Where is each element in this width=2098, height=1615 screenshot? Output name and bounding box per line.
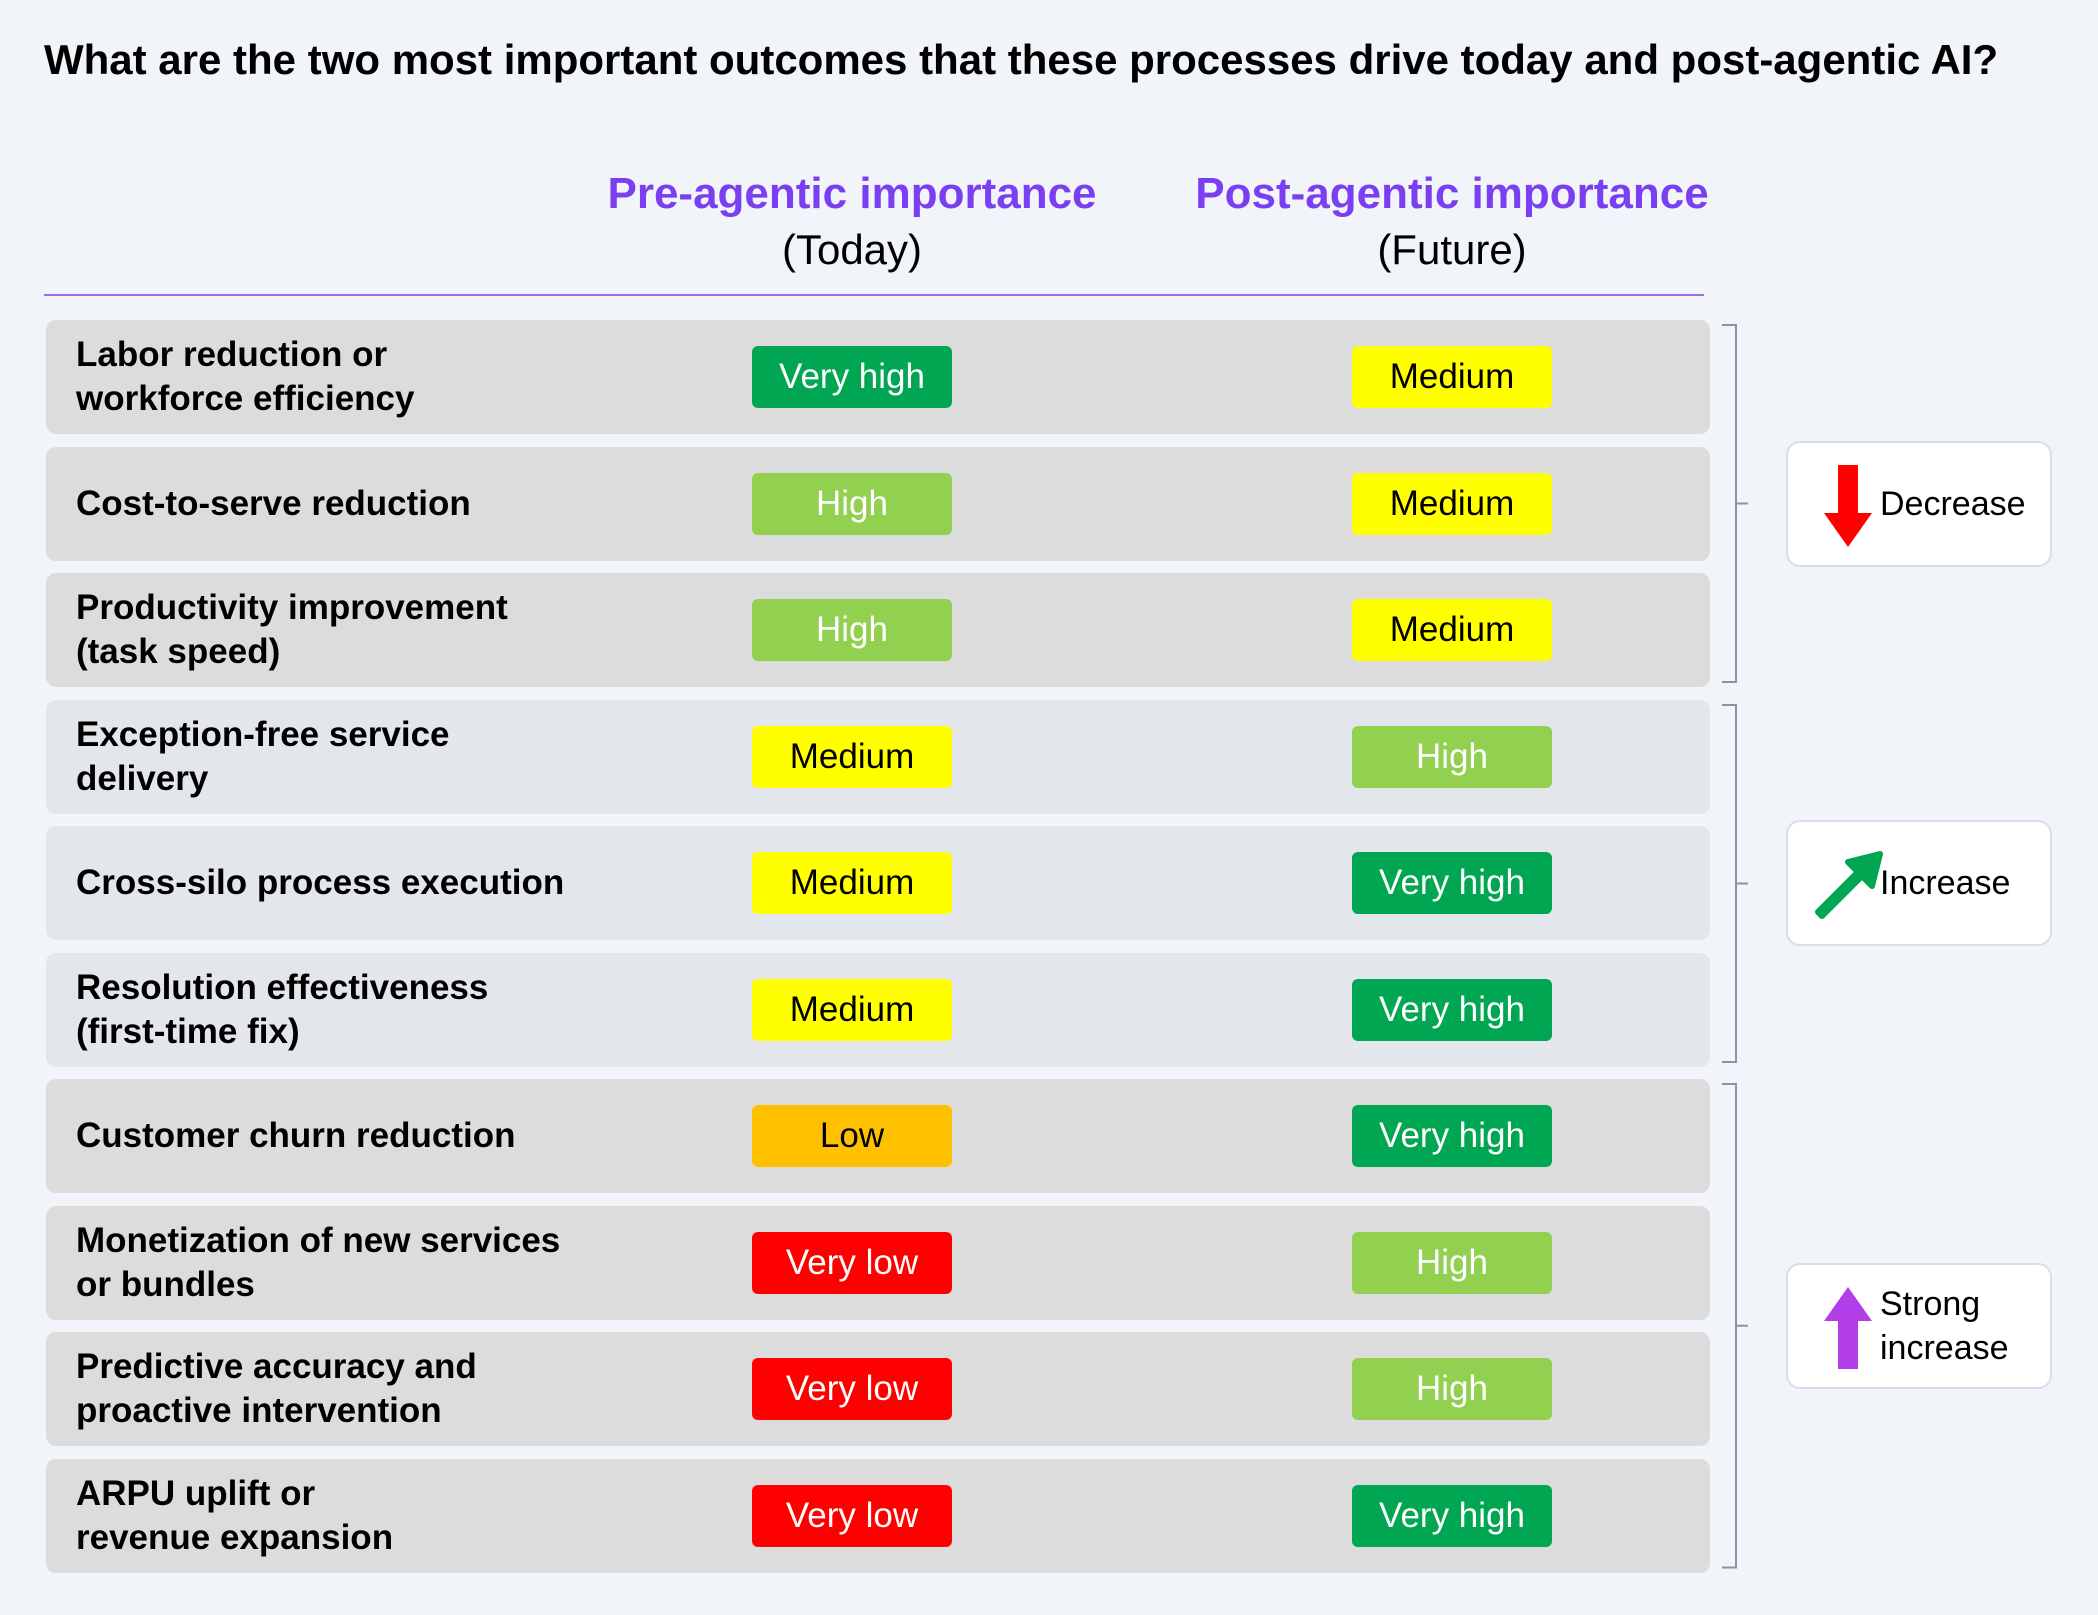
legend-label: Increase <box>1880 864 2011 902</box>
row-label: Exception-free service delivery <box>76 714 450 798</box>
pre-importance-badge: High <box>752 599 952 661</box>
pre-importance-badge: Medium <box>752 978 952 1041</box>
row-label: Productivity improvement (task speed) <box>76 588 508 671</box>
up-right-arrow-icon <box>1808 842 1888 928</box>
row-label: Predictive accuracy and proactive interv… <box>76 1347 477 1430</box>
group-bracket <box>1720 703 1748 1063</box>
legend-decrease: Decrease <box>1786 440 2052 567</box>
row-label: ARPU uplift or revenue expansion <box>76 1473 394 1557</box>
post-importance-badge: Medium <box>1352 346 1552 408</box>
table-row: Cross-silo process execution Medium Very h… <box>46 826 1710 940</box>
pre-importance-badge: High <box>752 472 952 535</box>
table-row: Resolution effectiveness (first-time fix… <box>46 952 1710 1067</box>
group-bracket <box>1720 1083 1748 1569</box>
table-row: Labor reduction or workforce efficiency V… <box>46 320 1710 434</box>
post-importance-badge: High <box>1352 725 1552 788</box>
post-importance-badge: Very high <box>1352 852 1552 914</box>
row-label: Monetization of new services or bundles <box>76 1220 561 1304</box>
table-row: Exception-free service delivery Medium Hig… <box>46 699 1710 814</box>
pre-importance-badge: Low <box>752 1105 952 1167</box>
column-title-pre: Pre-agentic importance <box>607 169 1097 218</box>
table-row: ARPU uplift or revenue expansion Very low… <box>46 1458 1710 1573</box>
legend-label: Strong increase <box>1880 1284 2009 1367</box>
row-label: Cross-silo process execution <box>76 863 565 902</box>
pre-importance-badge: Medium <box>752 852 952 914</box>
row-label: Cost-to-serve reduction <box>76 483 471 523</box>
table-row: Monetization of new services or bundles V… <box>46 1205 1710 1320</box>
pre-importance-badge: Very low <box>752 1358 952 1420</box>
header-divider <box>44 294 1704 296</box>
column-subtitle-post: (Future) <box>1377 226 1527 273</box>
post-importance-badge: High <box>1352 1358 1552 1420</box>
column-subtitle-pre: (Today) <box>781 226 923 273</box>
table-row: Predictive accuracy and proactive interv… <box>46 1332 1710 1446</box>
post-importance-badge: Very high <box>1352 1484 1552 1547</box>
row-label: Labor reduction or workforce efficiency <box>76 335 415 418</box>
post-importance-badge: Medium <box>1352 472 1552 535</box>
legend-label: Decrease <box>1880 484 2026 523</box>
pre-importance-badge: Very high <box>752 346 952 408</box>
group-bracket <box>1720 324 1748 683</box>
post-importance-badge: Medium <box>1352 599 1552 661</box>
table-row: Customer churn reduction Low Very high <box>46 1079 1710 1193</box>
pre-importance-badge: Very low <box>752 1231 952 1294</box>
pre-importance-badge: Medium <box>752 725 952 788</box>
post-importance-badge: High <box>1352 1231 1552 1294</box>
row-label: Customer churn reduction <box>76 1116 516 1155</box>
table-row: Productivity improvement (task speed) Hig… <box>46 573 1710 687</box>
row-label: Resolution effectiveness (first-time fix… <box>76 967 489 1051</box>
column-title-post: Post-agentic importance <box>1195 169 1709 218</box>
post-importance-badge: Very high <box>1352 1105 1552 1167</box>
legend-increase: Increase <box>1786 820 2052 946</box>
pre-importance-badge: Very low <box>752 1484 952 1547</box>
page-title: What are the two most important outcomes… <box>44 36 1999 83</box>
table-row: Cost-to-serve reduction High Medium <box>46 446 1710 561</box>
up-arrow-icon <box>1808 1285 1888 1371</box>
column-header-post: Post-agentic importance (Future) <box>1152 166 1752 278</box>
down-arrow-icon <box>1808 463 1888 549</box>
post-importance-badge: Very high <box>1352 978 1552 1041</box>
legend-strong-increase: Strong increase <box>1786 1262 2052 1389</box>
column-header-pre: Pre-agentic importance (Today) <box>552 166 1152 278</box>
